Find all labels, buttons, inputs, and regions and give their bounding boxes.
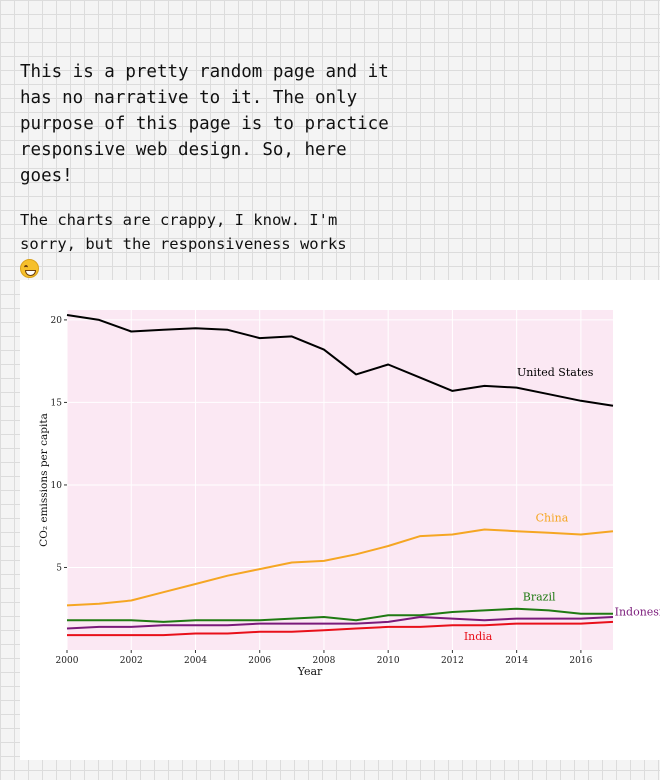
y-tick-label: 10 (51, 481, 63, 491)
grinning-face-with-sweat-icon (20, 259, 39, 278)
intro-paragraph-2-text: The charts are crappy, I know. I'm sorry… (20, 211, 347, 253)
intro-paragraph-1: This is a pretty random page and it has … (20, 62, 389, 186)
x-tick-label: 2008 (312, 656, 335, 666)
intro-text: This is a pretty random page and it has … (20, 59, 390, 280)
x-tick-label: 2006 (248, 656, 271, 666)
series-line-china (66, 528, 614, 607)
x-tick-label: 2004 (184, 656, 207, 666)
y-tick-label: 5 (56, 563, 62, 573)
series-label-brazil: Brazil (523, 590, 556, 603)
chart-card: 2000 2002 2004 2006 2008 2010 2012 2014 2016 5 10… (20, 280, 660, 760)
y-tick-label: 20 (51, 316, 63, 326)
x-axis-title: Year (297, 665, 323, 678)
series-line-brazil (67, 607, 613, 623)
co2-line-chart: 2000 2002 2004 2006 2008 2010 2012 2014 2016 5 10… (38, 310, 660, 678)
intro-paragraph-2: The charts are crappy, I know. I'm sorry… (20, 208, 390, 280)
series-lines (66, 314, 614, 637)
x-tick-label: 2002 (120, 656, 143, 666)
series-label-india: India (464, 630, 493, 643)
y-tick-label: 15 (51, 398, 63, 408)
x-axis: 2000 2002 2004 2006 2008 2010 2012 2014 2016 (56, 650, 593, 666)
series-line-united-states (66, 314, 614, 407)
x-tick-label: 2010 (377, 656, 400, 666)
x-tick-label: 2014 (505, 656, 528, 666)
x-tick-label: 2012 (441, 656, 464, 666)
x-tick-label: 2000 (56, 656, 79, 666)
x-tick-label: 2016 (569, 656, 592, 666)
y-axis: 5 10 15 20 (51, 316, 67, 573)
series-label-indonesia: Indonesia (615, 605, 660, 618)
series-label-united-states: United States (517, 366, 594, 379)
series-line-india (67, 620, 614, 637)
series-line-indonesia (66, 616, 614, 630)
grid-lines (66, 310, 613, 650)
y-axis-title: CO₂ emissions per capita (38, 413, 50, 547)
series-labels: United States China Brazil Indonesia India (464, 366, 660, 643)
series-label-china: China (536, 511, 569, 524)
